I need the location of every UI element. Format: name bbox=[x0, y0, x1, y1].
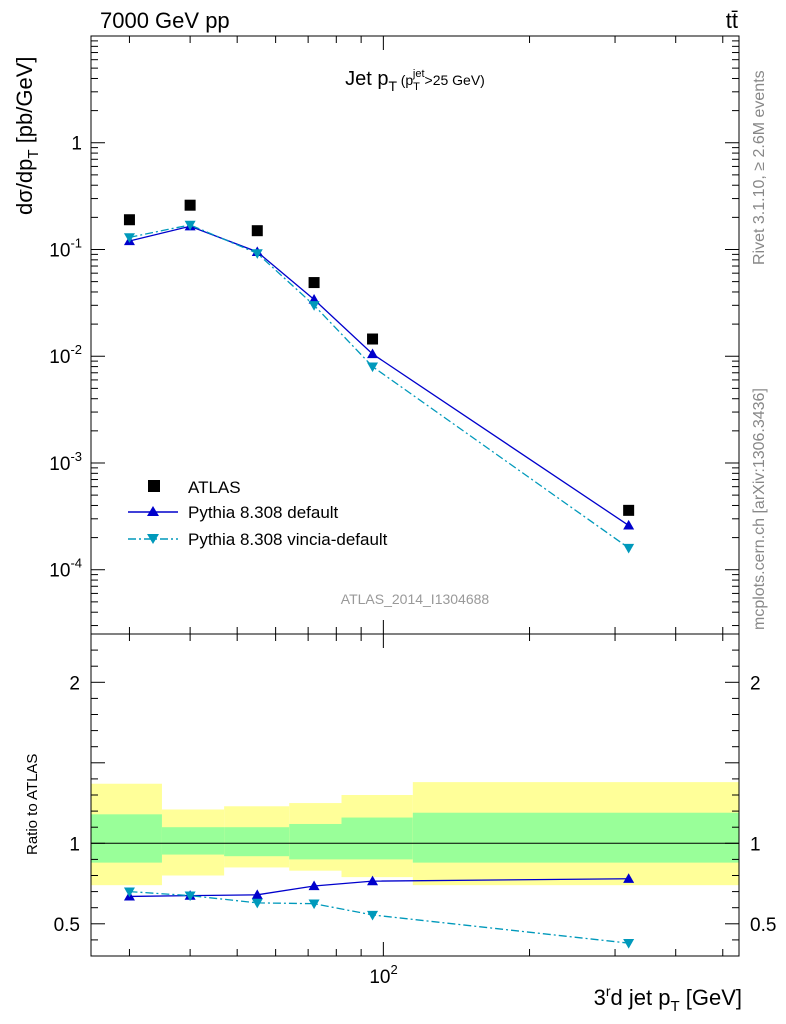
main-y-label: dσ/dpT [pb/GeV] bbox=[12, 56, 42, 215]
ratio-y-tick-label-left: 1 bbox=[69, 834, 80, 855]
ratio-point bbox=[123, 887, 135, 898]
data-point bbox=[251, 225, 263, 237]
ratio-series-line bbox=[129, 878, 629, 898]
ratio-point bbox=[623, 873, 635, 883]
ratio-point bbox=[308, 899, 320, 910]
x-tick-label: 102 bbox=[369, 962, 397, 988]
main-y-tick-label-exp: -2 bbox=[70, 342, 82, 357]
main-y-tick-label: 10-4 bbox=[49, 556, 82, 582]
main-y-tick-label: 10-2 bbox=[49, 342, 82, 368]
data-point bbox=[367, 348, 379, 359]
watermark: ATLAS_2014_I1304688 bbox=[341, 591, 490, 607]
side-label-top: Rivet 3.1.10, ≥ 2.6M events bbox=[751, 70, 768, 265]
ratio-point bbox=[251, 898, 263, 909]
main-y-tick-label: 10-1 bbox=[49, 235, 82, 261]
data-point bbox=[308, 277, 320, 289]
main-plot-area bbox=[123, 199, 635, 554]
legend-label-vincia: Pythia 8.308 vincia-default bbox=[188, 530, 388, 549]
ratio-point bbox=[367, 875, 379, 886]
legend-label-default: Pythia 8.308 default bbox=[188, 503, 339, 522]
x-axis-label: 3rd jet pT [GeV] bbox=[594, 983, 742, 1015]
main-y-tick-label: 1 bbox=[71, 134, 82, 155]
data-point bbox=[184, 199, 196, 211]
header-left: 7000 GeV pp bbox=[100, 8, 230, 33]
side-label-bottom: mcplots.cern.ch [arXiv:1306.3436] bbox=[751, 388, 768, 630]
ratio-band-inner bbox=[341, 817, 413, 860]
ratio-y-tick-label-right: 1 bbox=[750, 834, 761, 855]
x-tick-label-exp: 2 bbox=[390, 962, 397, 977]
main-y-tick-label-exp: -4 bbox=[70, 556, 82, 571]
data-point bbox=[184, 220, 196, 231]
data-point bbox=[623, 504, 635, 516]
ratio-axis-ticks: 102 0.5 0.5 1 1 2 2 bbox=[54, 633, 776, 988]
data-point bbox=[123, 214, 135, 226]
main-y-tick-label: 10-3 bbox=[49, 449, 82, 475]
ratio-point bbox=[367, 910, 379, 921]
ratio-point bbox=[184, 891, 196, 902]
data-point bbox=[123, 233, 135, 243]
main-y-tick-label-exp: -1 bbox=[70, 235, 82, 250]
ratio-band-inner bbox=[161, 827, 225, 855]
ratio-y-tick-label-left: 2 bbox=[69, 673, 80, 694]
data-point bbox=[367, 362, 379, 373]
data-point bbox=[367, 333, 379, 345]
main-series-line bbox=[129, 224, 630, 549]
ratio-y-tick-label-right: 2 bbox=[750, 673, 761, 694]
ratio-band-inner bbox=[224, 827, 290, 857]
ratio-point bbox=[623, 938, 635, 949]
ratio-band-inner bbox=[289, 823, 342, 860]
ratio-plot-area bbox=[91, 782, 739, 949]
ratio-band-inner bbox=[412, 812, 739, 863]
data-point bbox=[623, 519, 635, 530]
legend-marker-default bbox=[147, 506, 159, 516]
legend-marker-vincia bbox=[147, 534, 159, 544]
main-y-tick-label-exp: -3 bbox=[70, 449, 82, 464]
legend-marker-atlas bbox=[148, 480, 160, 492]
ratio-point bbox=[308, 880, 320, 891]
data-point bbox=[251, 249, 263, 259]
ratio-series-line bbox=[129, 890, 629, 944]
header-right: tt̄ bbox=[726, 8, 738, 33]
legend: ATLAS Pythia 8.308 default Pythia 8.308 … bbox=[128, 478, 388, 549]
ratio-point bbox=[251, 889, 263, 899]
ratio-y-label: Ratio to ATLAS bbox=[24, 754, 41, 855]
main-title: Jet pT (pTjet>25 GeV) bbox=[345, 68, 485, 94]
main-axis-ticks: 1 10-1 10-2 10-3 10-4 bbox=[49, 35, 739, 648]
data-point bbox=[623, 543, 635, 554]
main-series-line bbox=[129, 225, 630, 526]
ratio-band-inner bbox=[91, 814, 162, 863]
legend-label-atlas: ATLAS bbox=[188, 478, 241, 497]
ratio-y-tick-label-left: 0.5 bbox=[54, 915, 80, 936]
ratio-y-tick-label-right: 0.5 bbox=[750, 915, 776, 936]
data-point bbox=[308, 301, 320, 311]
